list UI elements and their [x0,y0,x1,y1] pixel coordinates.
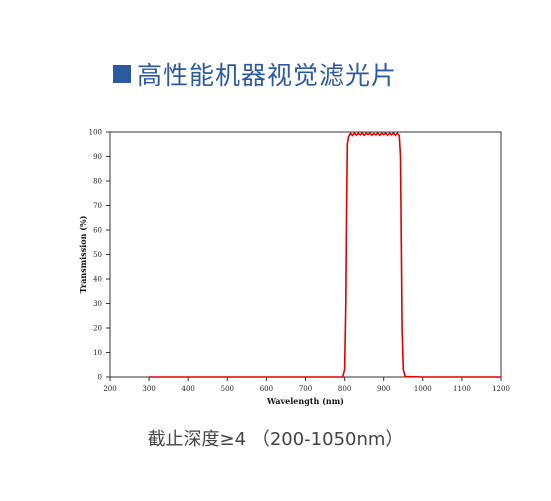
transmission-chart: 200 300 400 500 600 700 800 900 1000 1100 1200 0 10 2… [70,122,510,414]
y-tick-label: 10 [93,349,102,357]
x-axis-label: Wavelength (nm) [266,396,344,406]
x-tick-label: 900 [377,385,390,393]
x-tick-label: 200 [103,385,116,393]
x-tick-label: 500 [221,385,234,393]
x-tick-label: 700 [299,385,312,393]
x-tick-label: 1100 [453,385,471,393]
page-heading: 高性能机器视觉滤光片 [113,54,397,94]
y-tick-label: 90 [93,153,102,161]
y-tick-label: 60 [93,227,102,235]
transmission-series-line [149,132,501,378]
heading-bullet-square [113,65,131,83]
y-tick-label: 0 [98,374,102,382]
x-tick-label: 400 [182,385,195,393]
chart-svg: 200 300 400 500 600 700 800 900 1000 1100 1200 0 10 2… [78,129,510,407]
plot-frame [109,131,502,378]
y-tick-label: 100 [89,129,102,137]
y-tick-label: 70 [93,202,102,210]
x-tick-label: 800 [338,385,351,393]
x-tick-label: 600 [260,385,273,393]
y-tick-label: 20 [93,325,102,333]
cutoff-caption: 截止深度≥4 （200-1050nm） [147,429,404,450]
x-tick-label: 300 [142,385,155,393]
x-tick-label: 1200 [492,385,510,393]
x-tick-label: 1000 [414,385,432,393]
y-tick-label: 30 [93,300,102,308]
y-tick-label: 50 [93,251,102,259]
y-tick-label: 80 [93,178,102,186]
heading-title: 高性能机器视觉滤光片 [137,61,398,90]
y-tick-label: 40 [93,276,102,284]
y-axis-label: Transmission (%) [78,215,88,293]
